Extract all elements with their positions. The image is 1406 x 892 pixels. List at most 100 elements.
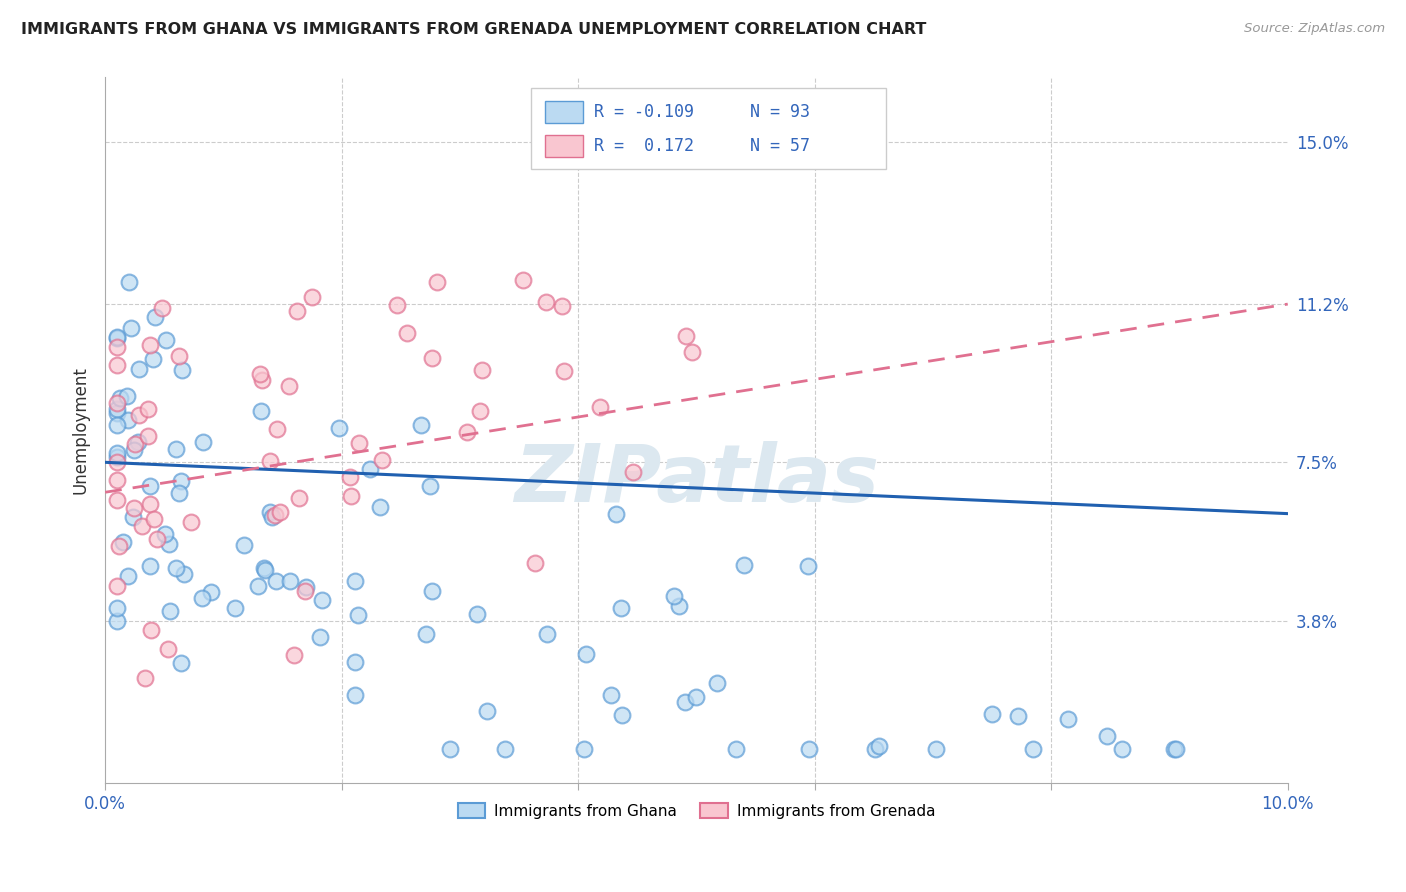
Point [260,509,283,524]
Point [127,435,149,450]
Point [494,741,516,756]
Point [180,515,202,529]
Point [139,479,162,493]
Point [368,500,391,515]
Point [105,402,128,417]
Point [191,591,214,606]
Point [141,623,163,637]
Point [426,275,449,289]
Point [131,519,153,533]
Point [191,435,214,450]
Point [668,599,690,613]
Point [1164,741,1187,756]
Point [105,406,128,420]
Bar [546,101,583,123]
Point [724,741,747,756]
Point [117,412,139,426]
Point [142,352,165,367]
Point [288,491,311,505]
Point [105,418,128,433]
Point [371,453,394,467]
Point [396,326,419,341]
Point [575,647,598,661]
Point [551,299,574,313]
Point [797,559,820,574]
Point [294,580,316,594]
Point [1111,741,1133,756]
Point [347,608,370,623]
Point [263,508,285,522]
Text: N = 57: N = 57 [749,136,810,155]
Point [170,362,193,376]
Point [536,627,558,641]
Point [264,574,287,588]
Point [294,584,316,599]
Point [246,579,269,593]
Point [121,510,143,524]
Point [347,435,370,450]
Point [118,275,141,289]
Point [420,583,443,598]
Text: R = -0.109: R = -0.109 [593,103,693,121]
Point [359,462,381,476]
Point [344,574,367,588]
Point [200,585,222,599]
Point [309,630,332,644]
Text: ZIPatlas: ZIPatlas [515,441,879,518]
Point [105,340,128,354]
Point [981,706,1004,721]
Point [105,450,128,465]
Point [534,294,557,309]
Point [136,428,159,442]
Point [128,408,150,422]
Point [120,321,142,335]
Point [122,442,145,457]
Point [105,359,128,373]
Point [155,333,177,347]
Point [439,741,461,756]
Point [139,497,162,511]
Point [145,310,167,324]
Point [344,655,367,669]
Point [420,351,443,365]
Point [250,404,273,418]
Point [1007,708,1029,723]
Point [122,500,145,515]
Point [733,558,755,572]
Point [681,345,703,359]
Point [662,589,685,603]
Point [105,331,128,345]
Point [589,400,612,414]
Point [157,642,180,657]
Point [111,534,134,549]
Bar [546,135,583,157]
Point [117,569,139,583]
Point [621,465,644,479]
Text: IMMIGRANTS FROM GHANA VS IMMIGRANTS FROM GRENADA UNEMPLOYMENT CORRELATION CHART: IMMIGRANTS FROM GHANA VS IMMIGRANTS FROM… [21,22,927,37]
Point [283,648,305,663]
Point [105,579,128,593]
Point [340,489,363,503]
Point [124,437,146,451]
Text: N = 93: N = 93 [749,103,810,121]
Point [170,474,193,488]
Point [277,378,299,392]
Point [150,301,173,315]
Point [139,338,162,352]
Point [339,469,361,483]
Text: Source: ZipAtlas.com: Source: ZipAtlas.com [1244,22,1385,36]
Point [105,446,128,460]
Point [259,505,281,519]
Point [415,627,437,641]
Point [153,527,176,541]
FancyBboxPatch shape [531,88,886,169]
Point [925,741,948,756]
Point [253,561,276,575]
Point [108,392,131,406]
Point [471,363,494,377]
Point [285,304,308,318]
Point [159,604,181,618]
Point [411,417,433,432]
Point [605,508,627,522]
Point [165,561,187,575]
